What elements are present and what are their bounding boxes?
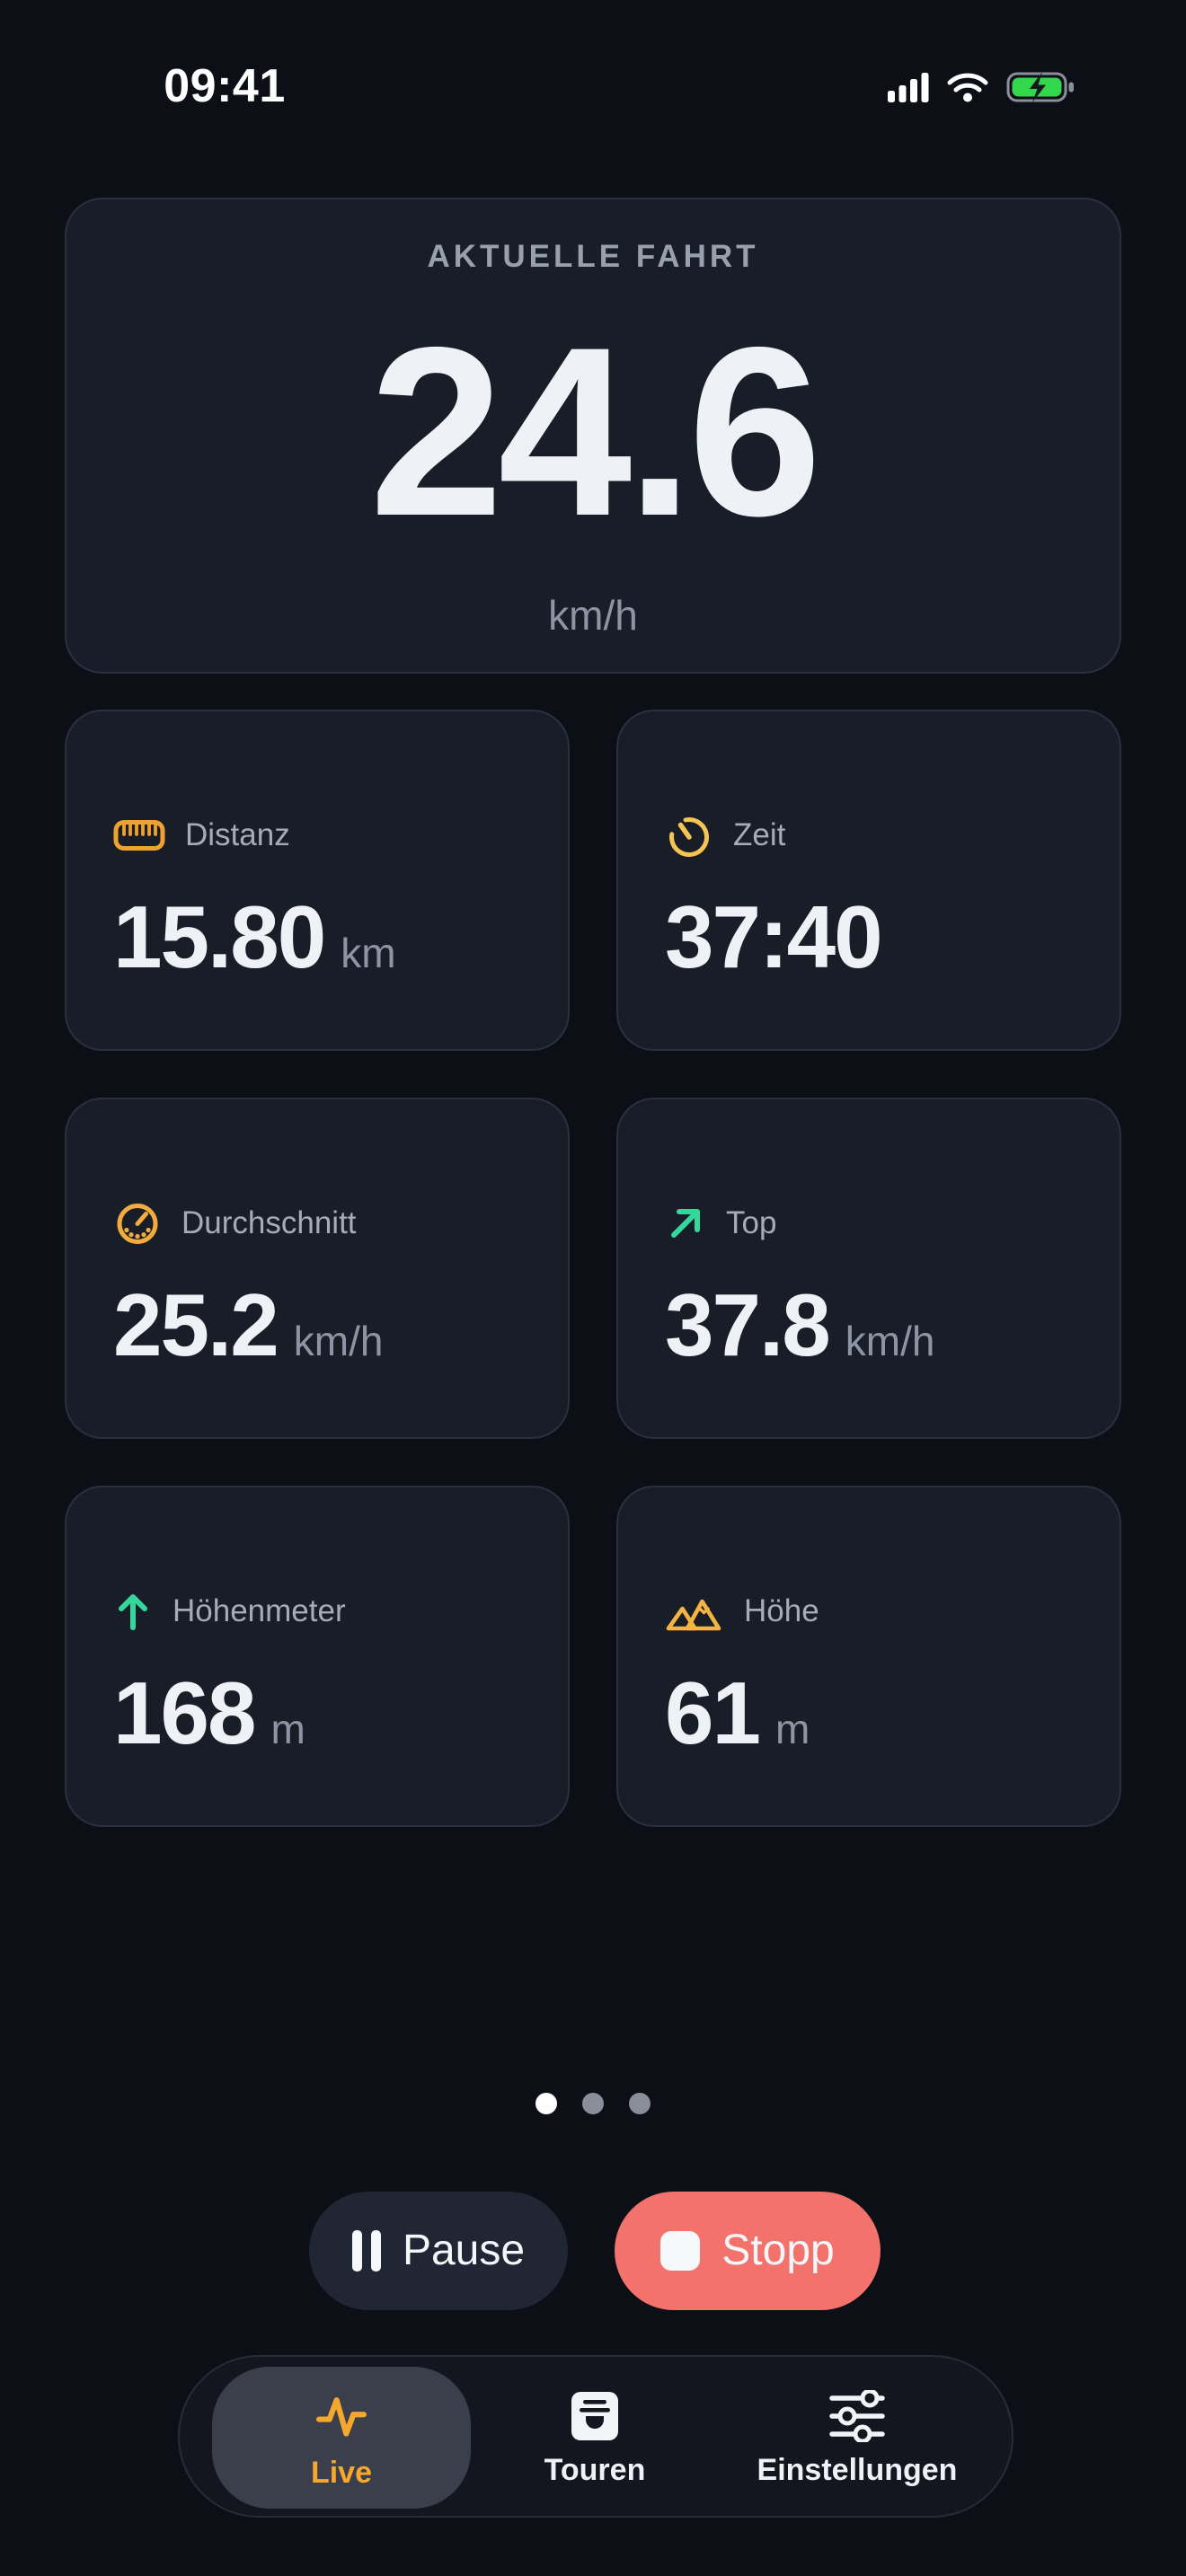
tab-einstellungen[interactable]: Einstellungen: [722, 2367, 992, 2509]
stat-unit: m: [775, 1706, 810, 1752]
stat-label: Höhenmeter: [173, 1593, 346, 1628]
ruler-icon: [113, 820, 165, 851]
stat-label: Höhe: [744, 1593, 819, 1628]
stat-card-average: Durchschnitt 25.2 km/h: [65, 1098, 570, 1439]
stat-card-distance: Distanz 15.80 km: [65, 710, 570, 1051]
tab-bar: Live Touren Einstellungen: [178, 2355, 1013, 2518]
cellular-signal-icon: [888, 73, 929, 102]
tab-touren[interactable]: Touren: [478, 2367, 712, 2509]
archive-box-icon: [571, 2392, 618, 2440]
tab-einstellungen-label: Einstellungen: [757, 2453, 958, 2487]
stat-label: Top: [726, 1205, 777, 1240]
stat-unit: m: [270, 1706, 305, 1752]
pause-button-label: Pause: [402, 2227, 526, 2274]
status-time: 09:41: [164, 60, 286, 112]
activity-pulse-icon: [316, 2397, 367, 2437]
pause-icon: [351, 2230, 381, 2272]
stat-value: 37.8: [665, 1275, 831, 1374]
current-ride-title: AKTUELLE FAHRT: [427, 239, 759, 274]
mountains-icon: [666, 1599, 721, 1631]
stop-button-label: Stopp: [721, 2227, 835, 2274]
stat-value: 25.2: [113, 1275, 279, 1374]
tab-live-label: Live: [310, 2456, 373, 2490]
current-ride-card: AKTUELLE FAHRT 24.6 km/h: [65, 198, 1121, 674]
stat-value: 37:40: [665, 887, 883, 986]
tab-live[interactable]: Live: [212, 2367, 471, 2509]
battery-charging-icon: [1006, 72, 1074, 102]
current-speed-value: 24.6: [369, 296, 822, 566]
stat-unit: km/h: [293, 1318, 384, 1364]
stat-label: Distanz: [185, 817, 290, 852]
page-dot-2[interactable]: [582, 2093, 604, 2114]
stat-label: Zeit: [733, 817, 786, 852]
page-dot-1[interactable]: [535, 2093, 557, 2114]
stop-button[interactable]: Stopp: [615, 2192, 881, 2310]
stat-value: 15.80: [113, 887, 326, 986]
stat-value: 61: [665, 1663, 761, 1762]
page-dot-3[interactable]: [629, 2093, 651, 2114]
page-indicator: [0, 2093, 1186, 2114]
tab-touren-label: Touren: [544, 2453, 646, 2487]
timer-icon: [669, 817, 709, 857]
current-speed-unit: km/h: [548, 592, 638, 639]
wifi-icon: [947, 73, 988, 102]
stat-card-time: Zeit 37:40: [616, 710, 1121, 1051]
stop-icon: [660, 2231, 701, 2271]
arrow-up-right-icon: [671, 1209, 700, 1238]
stat-value: 168: [113, 1663, 257, 1762]
stat-card-top-speed: Top 37.8 km/h: [616, 1098, 1121, 1439]
stat-label: Durchschnitt: [181, 1205, 357, 1240]
stat-card-altitude: Höhe 61 m: [616, 1486, 1121, 1827]
stat-unit: km/h: [845, 1318, 935, 1364]
stat-card-elevation-gain: Höhenmeter 168 m: [65, 1486, 570, 1827]
stat-unit: km: [341, 930, 396, 976]
arrow-up-icon: [119, 1594, 147, 1630]
status-icons: [888, 70, 1080, 104]
sliders-icon: [829, 2390, 885, 2442]
gauge-icon: [117, 1204, 158, 1244]
pause-button[interactable]: Pause: [309, 2192, 568, 2310]
